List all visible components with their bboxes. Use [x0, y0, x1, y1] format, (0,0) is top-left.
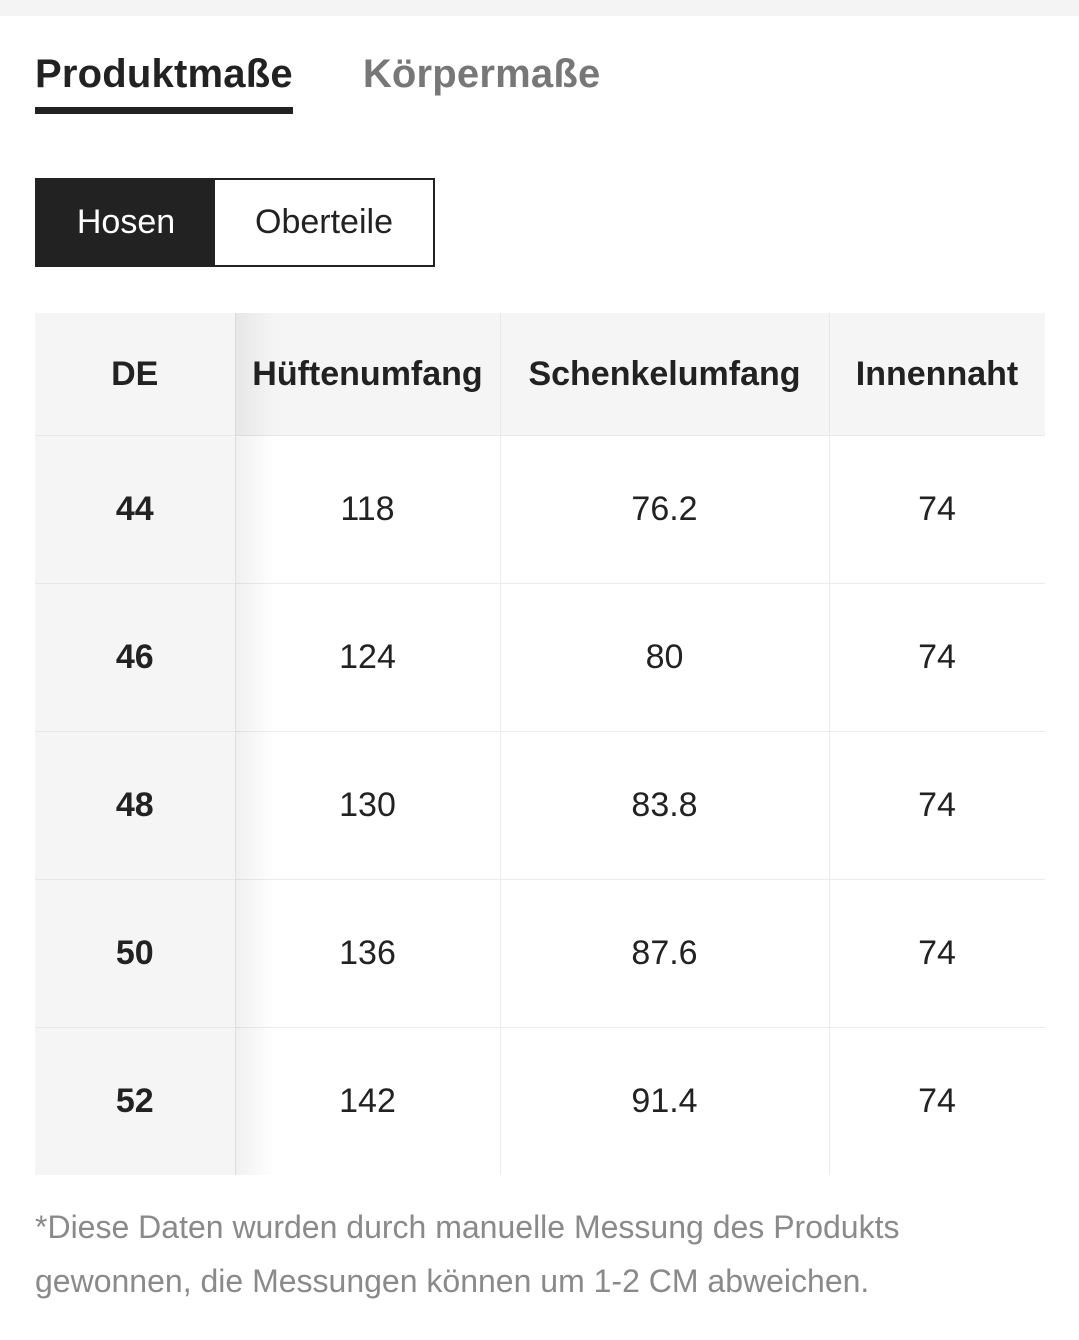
thigh-cell: 83.8 — [500, 731, 830, 880]
measurement-disclaimer: *Diese Daten wurden durch manuelle Messu… — [35, 1209, 900, 1299]
table-row: 52 142 91.4 74 — [35, 1027, 1045, 1175]
size-cell: 44 — [35, 435, 236, 584]
inseam-cell: 74 — [829, 879, 1045, 1028]
header-schenkelumfang: Schenkelumfang — [500, 313, 830, 436]
table-header-row: DE Hüftenumfang Schenkelumfang Innennaht — [35, 313, 1045, 436]
table-row: 46 124 80 74 — [35, 583, 1045, 732]
top-divider — [0, 0, 1079, 16]
table-row: 50 136 87.6 74 — [35, 879, 1045, 1028]
measurement-tabs: Produktmaße Körpermaße — [35, 52, 600, 114]
hip-cell: 118 — [235, 435, 501, 584]
inseam-cell: 74 — [829, 731, 1045, 880]
table-row: 48 130 83.8 74 — [35, 731, 1045, 880]
inseam-cell: 74 — [829, 583, 1045, 732]
thigh-cell: 87.6 — [500, 879, 830, 1028]
header-de: DE — [35, 313, 236, 436]
table-row: 44 118 76.2 74 — [35, 435, 1045, 584]
thigh-cell: 76.2 — [500, 435, 830, 584]
size-table: DE Hüftenumfang Schenkelumfang Innennaht… — [35, 313, 1045, 1175]
header-innennaht: Innennaht — [829, 313, 1045, 436]
hip-cell: 142 — [235, 1027, 501, 1175]
category-segmented-control: Hosen Oberteile — [35, 178, 435, 267]
size-cell: 52 — [35, 1027, 236, 1175]
hip-cell: 136 — [235, 879, 501, 1028]
inseam-cell: 74 — [829, 1027, 1045, 1175]
tab-produktmasse[interactable]: Produktmaße — [35, 52, 293, 114]
segment-oberteile[interactable]: Oberteile — [215, 180, 433, 265]
hip-cell: 130 — [235, 731, 501, 880]
segment-hosen[interactable]: Hosen — [37, 180, 215, 265]
size-table-container[interactable]: DE Hüftenumfang Schenkelumfang Innennaht… — [35, 313, 1045, 1175]
header-hueftenumfang: Hüftenumfang — [235, 313, 501, 436]
inseam-cell: 74 — [829, 435, 1045, 584]
size-cell: 48 — [35, 731, 236, 880]
thigh-cell: 80 — [500, 583, 830, 732]
size-cell: 46 — [35, 583, 236, 732]
size-cell: 50 — [35, 879, 236, 1028]
thigh-cell: 91.4 — [500, 1027, 830, 1175]
hip-cell: 124 — [235, 583, 501, 732]
tab-koerpermasse[interactable]: Körpermaße — [362, 52, 601, 96]
